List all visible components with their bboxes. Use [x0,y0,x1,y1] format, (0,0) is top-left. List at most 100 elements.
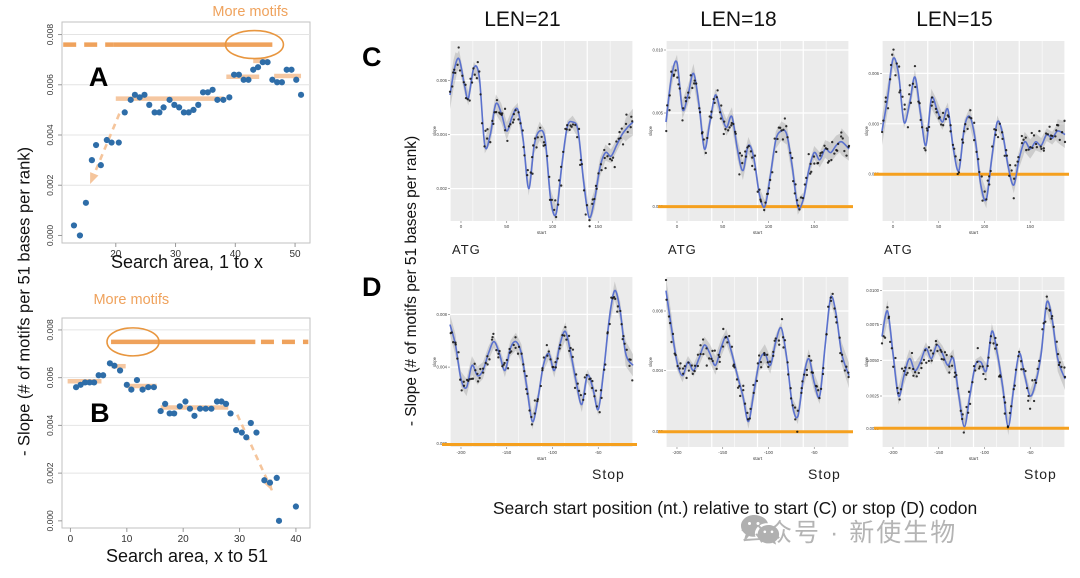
svg-text:-50: -50 [811,450,818,455]
svg-text:40: 40 [290,534,302,544]
wechat-icon [741,515,780,545]
svg-text:0.0050: 0.0050 [866,358,879,363]
svg-text:0.006: 0.006 [437,78,448,83]
svg-text:B: B [90,398,110,428]
svg-text:0.000: 0.000 [45,510,55,532]
svg-text:0: 0 [460,224,463,229]
svg-text:slope: slope [864,356,869,367]
stop-label-1: Stop [592,466,625,482]
bottom-x-axis-caption: Search start position (nt.) relative to … [492,498,978,518]
panel-c-letter: C [362,42,382,72]
svg-text:0.005: 0.005 [653,111,664,116]
svg-text:-100: -100 [980,450,990,455]
svg-text:20: 20 [178,534,190,544]
svg-text:0: 0 [676,224,679,229]
svg-text:0.008: 0.008 [437,312,448,317]
svg-text:slope: slope [864,125,869,136]
svg-text:0.008: 0.008 [45,24,55,46]
svg-text:0.004: 0.004 [45,124,55,146]
svg-text:-150: -150 [934,450,944,455]
svg-text:0.0000: 0.0000 [866,426,879,431]
svg-text:100: 100 [981,224,989,229]
svg-text:start: start [969,230,979,236]
svg-text:150: 150 [810,224,818,229]
svg-text:slope: slope [432,125,437,136]
svg-text:50: 50 [720,224,726,229]
svg-text:10: 10 [121,534,133,544]
panel-a-chart: 0.000 0.002 0.004 0.006 0.008 20 30 40 50 More mo… [45,4,311,260]
svg-text:20: 20 [110,249,122,260]
svg-text:0.006: 0.006 [869,71,880,76]
svg-text:0.006: 0.006 [45,74,55,96]
svg-text:0.004: 0.004 [437,132,448,137]
svg-text:0.003: 0.003 [869,121,880,126]
stop-label-2: Stop [808,466,841,482]
column-title-len21: LEN=21 [484,8,561,31]
svg-text:50: 50 [289,249,301,260]
svg-text:150: 150 [1026,224,1034,229]
svg-text:0: 0 [68,534,74,544]
svg-text:A: A [89,62,109,92]
svg-text:100: 100 [765,224,773,229]
svg-text:50: 50 [936,224,942,229]
svg-text:-100: -100 [548,450,558,455]
svg-text:0.0100: 0.0100 [866,288,879,293]
svg-text:slope: slope [432,356,437,367]
svg-text:0.002: 0.002 [45,462,55,484]
right-y-axis-label: - Slope (# of motifs per 51 bases per ra… [403,135,420,427]
svg-text:-200: -200 [456,450,466,455]
svg-text:100: 100 [549,224,557,229]
column-title-len15: LEN=15 [916,8,993,31]
svg-text:0.006: 0.006 [45,367,55,389]
column-title-len18: LEN=18 [700,8,777,31]
svg-text:150: 150 [594,224,602,229]
svg-text:0.004: 0.004 [653,368,664,373]
svg-text:0.0075: 0.0075 [866,322,879,327]
svg-text:40: 40 [230,249,242,260]
svg-text:More motifs: More motifs [93,292,169,308]
svg-text:-150: -150 [718,450,728,455]
svg-text:start: start [753,230,763,236]
panel-b-chart: 0.000 0.002 0.004 0.006 0.008 0 10 20 30 40 More m… [45,292,311,544]
left-y-axis-label: - Slope (# of motifs per 51 bases per ra… [15,146,34,457]
svg-text:start: start [969,456,979,462]
svg-text:0.000: 0.000 [45,225,55,247]
svg-text:0.010: 0.010 [653,48,664,53]
svg-text:50: 50 [504,224,510,229]
svg-text:0: 0 [892,224,895,229]
svg-text:0.008: 0.008 [653,309,664,314]
svg-text:start: start [537,456,547,462]
svg-text:-50: -50 [1027,450,1034,455]
svg-text:slope: slope [648,125,653,136]
svg-text:30: 30 [170,249,182,260]
panel-d-len15-chart: 0.0100 0.0075 0.0050 0.0025 0.0000 slope -200 -… [864,277,1069,462]
watermark: 公众号 · 新使生物 [740,513,957,549]
svg-text:More motifs: More motifs [212,4,288,20]
panel-d-letter: D [362,272,382,302]
svg-text:0.002: 0.002 [437,186,448,191]
svg-text:0.0025: 0.0025 [866,394,879,399]
svg-text:0.004: 0.004 [437,365,448,370]
svg-text:slope: slope [648,356,653,367]
stop-label-3: Stop [1024,466,1057,482]
svg-text:0.004: 0.004 [45,414,55,436]
svg-text:start: start [537,230,547,236]
panel-a-x-axis-label: Search area, 1 to x [110,252,264,272]
svg-text:-200: -200 [888,450,898,455]
svg-text:0.008: 0.008 [45,319,55,341]
atg-label-3: ATG [884,242,913,257]
atg-label-2: ATG [668,242,697,257]
svg-text:30: 30 [234,534,246,544]
svg-text:-50: -50 [595,450,602,455]
panel-c-len21-chart: 0.006 0.004 0.002 slope 0 50 100 150 start [432,41,634,236]
atg-label-1: ATG [452,242,481,257]
svg-text:-200: -200 [672,450,682,455]
svg-text:start: start [753,456,763,462]
svg-text:-150: -150 [502,450,512,455]
svg-text:0.002: 0.002 [45,174,55,196]
